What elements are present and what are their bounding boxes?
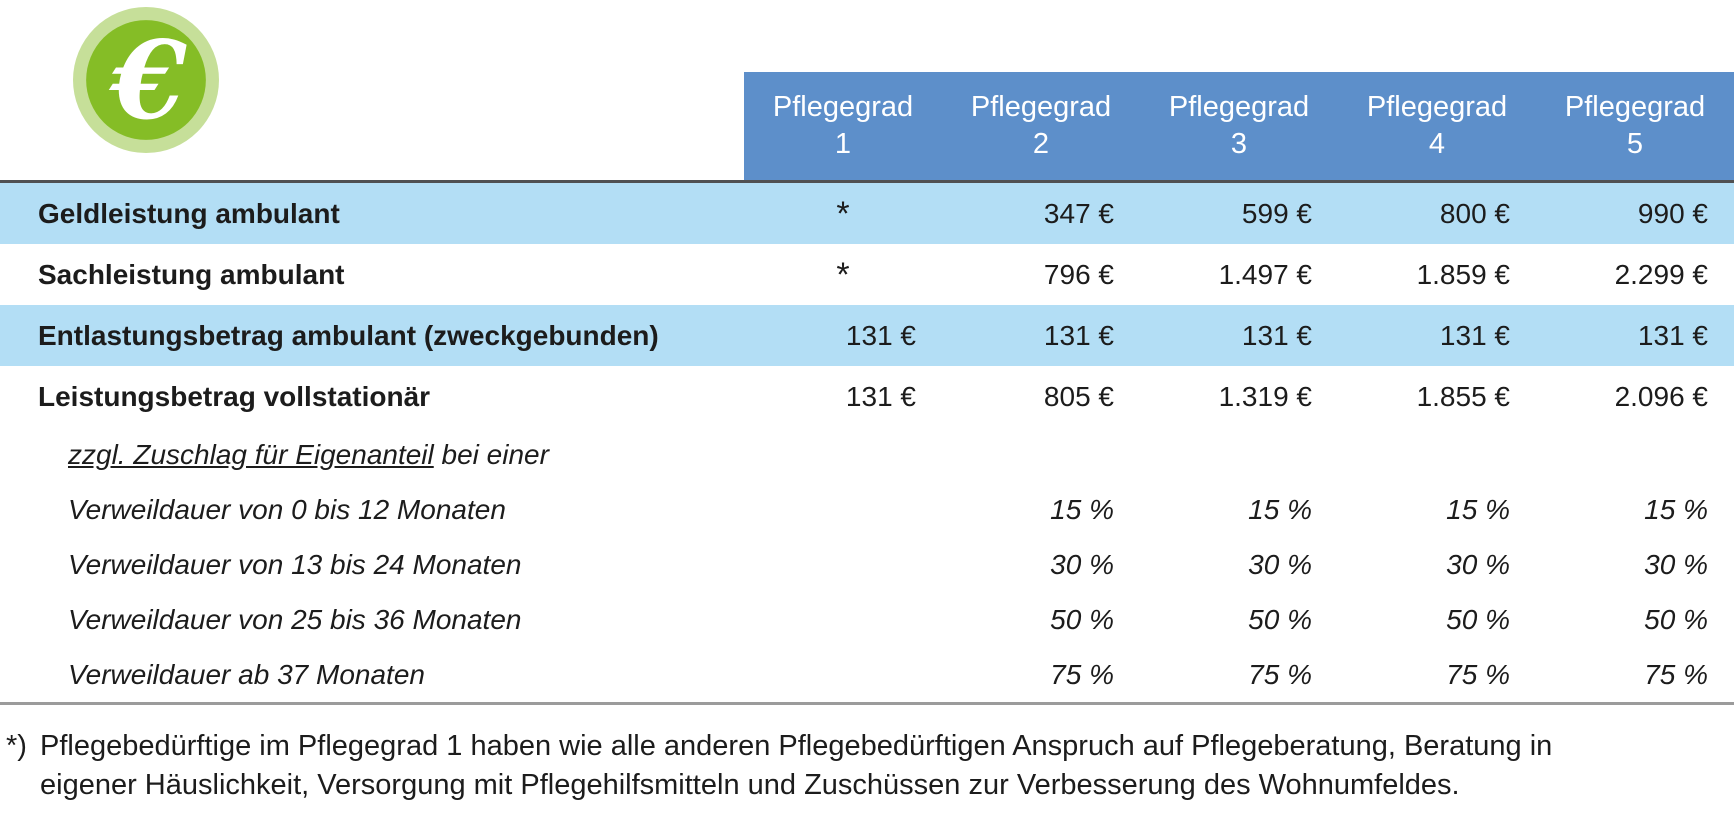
- row-label: Geldleistung ambulant: [38, 197, 340, 229]
- cell-value: 599 €: [1241, 197, 1312, 229]
- cell-value: 30 %: [1050, 548, 1114, 580]
- cell-value: 30 %: [1248, 548, 1312, 580]
- cell-value: 15 %: [1644, 493, 1708, 525]
- column-header: Pflegegrad 5: [1536, 72, 1734, 180]
- table-row: Verweildauer von 0 bis 12 Monaten 15 % 15 …: [0, 482, 1734, 537]
- benefits-table: Pflegegrad 1 Pflegegrad 2 Pflegegrad 3 Pflegeg…: [0, 72, 1734, 805]
- row-label: Leistungsbetrag vollstationär: [38, 380, 431, 412]
- column-header: Pflegegrad 1: [744, 72, 942, 180]
- bottom-rule: [0, 702, 1734, 705]
- row-label: Verweildauer ab 37 Monaten: [68, 658, 425, 690]
- cell-value: 2.299 €: [1614, 258, 1708, 290]
- cell-value: 15 %: [1248, 493, 1312, 525]
- cell-value: 50 %: [1644, 603, 1708, 635]
- cell-value: 15 %: [1446, 493, 1510, 525]
- cell-value: 2.096 €: [1614, 380, 1708, 412]
- euro-glyph: €: [108, 18, 187, 144]
- cell-value: 131 €: [1637, 319, 1708, 351]
- cell-value: 75 %: [1050, 658, 1114, 690]
- cell-value: 75 %: [1644, 658, 1708, 690]
- cell-value: 1.319 €: [1218, 380, 1312, 412]
- table-row: Entlastungsbetrag ambulant (zweckgebunde…: [0, 305, 1734, 366]
- cell-value: 347 €: [1043, 197, 1114, 229]
- cell-value: 30 %: [1644, 548, 1708, 580]
- cell-value: 131 €: [845, 319, 916, 351]
- cell-value: 131 €: [845, 380, 916, 412]
- table-header-row: Pflegegrad 1 Pflegegrad 2 Pflegegrad 3 Pflegeg…: [0, 72, 1734, 180]
- table-row: Verweildauer von 25 bis 36 Monaten 50 % 50…: [0, 592, 1734, 647]
- cell-value: 50 %: [1446, 603, 1510, 635]
- table-row: zzgl. Zuschlag für Eigenanteil bei einer: [0, 427, 1734, 482]
- euro-coin-icon: €: [73, 7, 219, 153]
- cell-value: 990 €: [1637, 197, 1708, 229]
- table-row: Geldleistung ambulant * 347 € 599 € 800 € 990…: [0, 183, 1734, 244]
- cell-value: 1.859 €: [1416, 258, 1510, 290]
- euro-coin-inner-circle: [86, 20, 206, 140]
- cell-value: 1.855 €: [1416, 380, 1510, 412]
- top-rule: [0, 180, 1734, 183]
- row-label: zzgl. Zuschlag für Eigenanteil bei einer: [68, 438, 549, 470]
- cell-value: *: [836, 255, 850, 294]
- table-row: Leistungsbetrag vollstationär 131 € 805 € 1…: [0, 366, 1734, 427]
- header-spacer: [0, 72, 744, 180]
- row-label: Verweildauer von 0 bis 12 Monaten: [68, 493, 506, 525]
- column-header: Pflegegrad 3: [1140, 72, 1338, 180]
- table-body: Geldleistung ambulant * 347 € 599 € 800 € 990…: [0, 183, 1734, 702]
- column-header: Pflegegrad 4: [1338, 72, 1536, 180]
- row-label: Entlastungsbetrag ambulant (zweckgebunde…: [38, 319, 659, 351]
- row-label: Verweildauer von 13 bis 24 Monaten: [68, 548, 522, 580]
- cell-value: 30 %: [1446, 548, 1510, 580]
- cell-value: 805 €: [1043, 380, 1114, 412]
- column-header: Pflegegrad 2: [942, 72, 1140, 180]
- row-label: Sachleistung ambulant: [38, 258, 345, 290]
- table-row: Verweildauer ab 37 Monaten 75 % 75 % 75 % 75…: [0, 647, 1734, 702]
- table-row: Verweildauer von 13 bis 24 Monaten 30 % 30…: [0, 537, 1734, 592]
- cell-value: 75 %: [1446, 658, 1510, 690]
- cell-value: 796 €: [1043, 258, 1114, 290]
- cell-value: 1.497 €: [1218, 258, 1312, 290]
- cell-value: *: [836, 194, 850, 233]
- cell-value: 75 %: [1248, 658, 1312, 690]
- cell-value: 50 %: [1248, 603, 1312, 635]
- cell-value: 131 €: [1439, 319, 1510, 351]
- cell-value: 15 %: [1050, 493, 1114, 525]
- footnote-marker: *): [6, 730, 27, 762]
- row-label: Verweildauer von 25 bis 36 Monaten: [68, 603, 522, 635]
- table-row: Sachleistung ambulant * 796 € 1.497 € 1.859 …: [0, 244, 1734, 305]
- cell-value: 800 €: [1439, 197, 1510, 229]
- cell-value: 131 €: [1043, 319, 1114, 351]
- cell-value: 50 %: [1050, 603, 1114, 635]
- cell-value: 131 €: [1241, 319, 1312, 351]
- footnote-text: Pflegebedürftige im Pflegegrad 1 haben w…: [40, 730, 1553, 801]
- footnote: *) Pflegebedürftige im Pflegegrad 1 habe…: [0, 727, 1734, 805]
